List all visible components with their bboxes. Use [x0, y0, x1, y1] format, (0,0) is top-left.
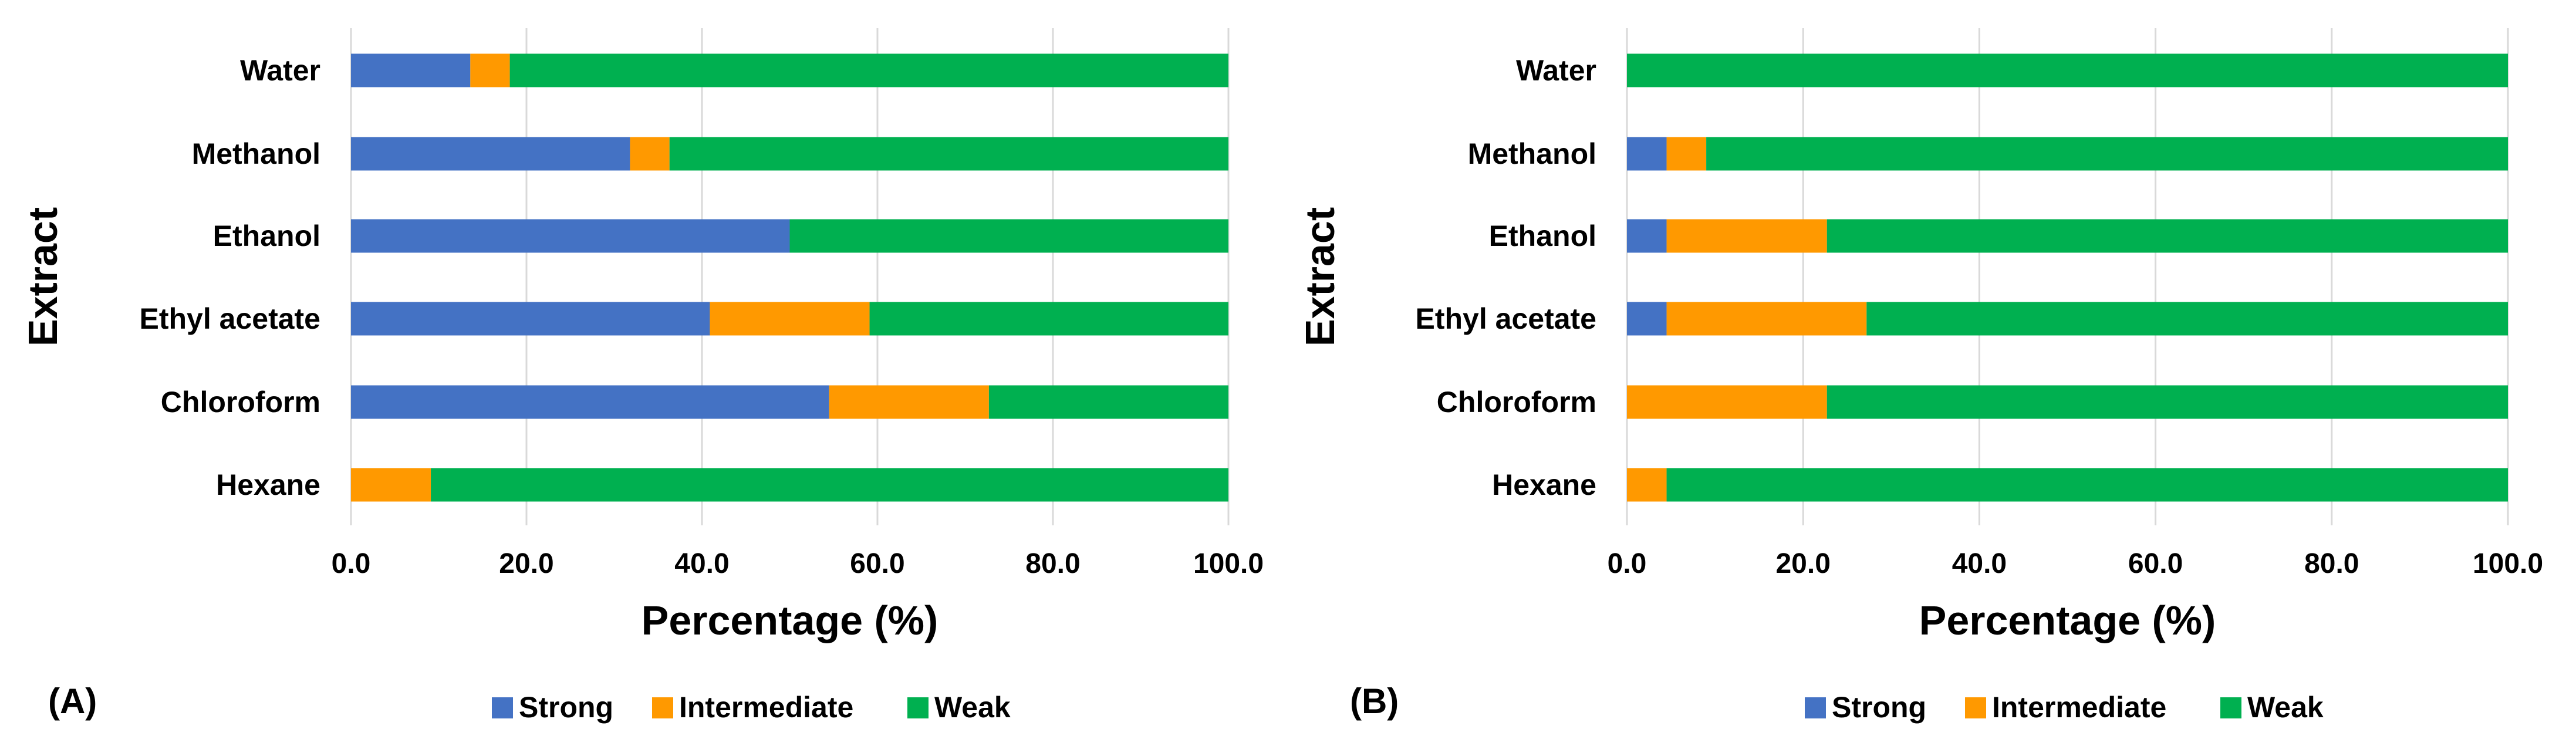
bar-weak-chloroform — [988, 385, 1228, 419]
x-tick-label: 20.0 — [1775, 548, 1830, 579]
y-axis-label: Extract — [20, 207, 66, 346]
x-axis-label: Percentage (%) — [1919, 598, 2216, 643]
bar-intermediate-chloroform — [1627, 385, 1827, 419]
x-tick-label: 60.0 — [2128, 548, 2183, 579]
bar-weak-ethyl-acetate — [869, 302, 1228, 336]
bar-weak-hexane — [1666, 468, 2508, 502]
bar-intermediate-ethyl-acetate — [710, 302, 870, 336]
bar-weak-water — [1627, 53, 2508, 87]
bar-weak-hexane — [431, 468, 1229, 502]
x-tick-label: 60.0 — [850, 548, 904, 579]
bar-strong-water — [351, 53, 471, 87]
x-tick-label: 40.0 — [1952, 548, 2007, 579]
category-label: Water — [240, 54, 320, 87]
legend-swatch-intermediate — [1965, 697, 1986, 718]
category-label: Ethanol — [1489, 220, 1596, 252]
category-label: Hexane — [216, 468, 320, 501]
panel-label: (B) — [1350, 681, 1399, 721]
y-axis-label: Extract — [1297, 207, 1343, 346]
chart-panel-b: Water Methanol Ethanol Ethyl acetate Chlorof… — [1297, 28, 2543, 724]
legend-label-strong: Strong — [1832, 691, 1926, 724]
bar-strong-methanol — [351, 137, 630, 171]
x-tick-label: 40.0 — [674, 548, 729, 579]
chart-panel-a: Water Methanol Ethanol Ethyl acetate Chlorof… — [20, 28, 1264, 724]
x-tick-label: 80.0 — [2304, 548, 2359, 579]
legend-swatch-intermediate — [652, 697, 673, 718]
bar-intermediate-ethanol — [1666, 219, 1827, 253]
bar-intermediate-water — [470, 53, 510, 87]
bar-intermediate-ethyl-acetate — [1666, 302, 1867, 336]
legend-label-strong: Strong — [519, 691, 613, 724]
category-label: Ethyl acetate — [1416, 302, 1596, 335]
bar-weak-ethanol — [789, 219, 1228, 253]
legend-label-intermediate: Intermediate — [1992, 691, 2166, 724]
x-tick-label: 0.0 — [332, 548, 371, 579]
x-tick-label: 0.0 — [1608, 548, 1647, 579]
bar-strong-chloroform — [351, 385, 829, 419]
bar-weak-methanol — [669, 137, 1228, 171]
bar-intermediate-methanol — [1666, 137, 1707, 171]
x-tick-label: 20.0 — [499, 548, 553, 579]
bar-weak-methanol — [1706, 137, 2508, 171]
bar-strong-ethanol — [1627, 219, 1667, 253]
bar-strong-ethyl-acetate — [351, 302, 710, 336]
bar-strong-ethyl-acetate — [1627, 302, 1667, 336]
bar-strong-methanol — [1627, 137, 1667, 171]
x-tick-label: 100.0 — [1193, 548, 1264, 579]
category-label: Ethanol — [213, 220, 320, 252]
category-label: Ethyl acetate — [140, 302, 320, 335]
legend-label-intermediate: Intermediate — [679, 691, 853, 724]
category-label: Chloroform — [161, 386, 320, 419]
bar-intermediate-methanol — [630, 137, 670, 171]
legend-swatch-weak — [2220, 697, 2241, 718]
category-label: Chloroform — [1437, 386, 1596, 419]
x-tick-label: 100.0 — [2473, 548, 2543, 579]
legend-label-weak: Weak — [934, 691, 1011, 724]
bar-weak-ethanol — [1827, 219, 2508, 253]
bar-strong-ethanol — [351, 219, 790, 253]
x-tick-label: 80.0 — [1025, 548, 1080, 579]
legend-swatch-strong — [1805, 697, 1826, 718]
bar-weak-chloroform — [1827, 385, 2508, 419]
category-label: Hexane — [1492, 468, 1596, 501]
x-axis-label: Percentage (%) — [642, 598, 938, 643]
bar-intermediate-chloroform — [829, 385, 989, 419]
bar-intermediate-hexane — [1627, 468, 1667, 502]
legend-swatch-strong — [492, 697, 513, 718]
legend-label-weak: Weak — [2247, 691, 2324, 724]
panel-label: (A) — [48, 681, 97, 721]
category-label: Methanol — [192, 137, 320, 170]
bar-weak-ethyl-acetate — [1866, 302, 2508, 336]
category-label: Methanol — [1468, 137, 1596, 170]
bar-weak-water — [509, 53, 1228, 87]
category-label: Water — [1516, 54, 1596, 87]
legend-swatch-weak — [907, 697, 929, 718]
bar-intermediate-hexane — [351, 468, 431, 502]
